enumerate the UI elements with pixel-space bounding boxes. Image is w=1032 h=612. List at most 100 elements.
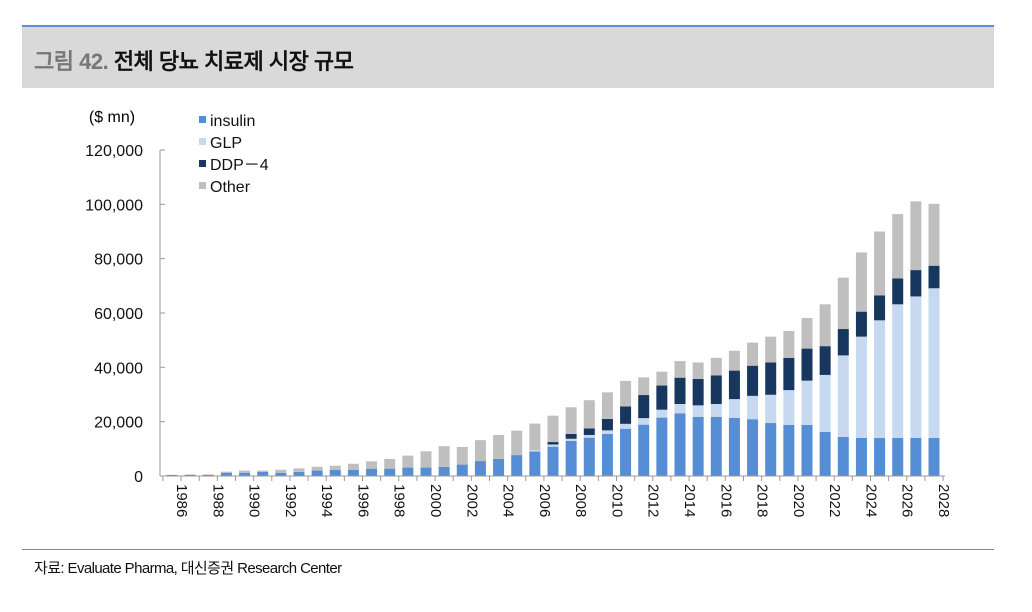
bar-segment-insulin [220, 472, 232, 476]
bar-segment-glp [583, 434, 595, 438]
bar-segment-other [329, 465, 341, 470]
bar-segment-glp [892, 304, 904, 438]
bar-segment-other [184, 474, 196, 475]
bar-segment-glp [837, 355, 849, 437]
bar-segment-other [819, 304, 831, 347]
bar-segment-insulin [747, 419, 759, 476]
x-tick-label: 2006 [536, 484, 553, 517]
x-tick-label: 2026 [899, 484, 916, 517]
bar-segment-other [747, 342, 759, 366]
x-tick-label: 2020 [790, 484, 807, 517]
bar-segment-glp [855, 336, 867, 438]
bar-segment-ddp4 [674, 377, 686, 405]
y-tick-label: 40,000 [94, 360, 143, 377]
bar-segment-insulin [728, 417, 740, 476]
x-tick-label: 1990 [246, 484, 263, 517]
x-tick-label: 2004 [500, 484, 517, 517]
figure-title-text: 전체 당뇨 치료제 시장 규모 [113, 49, 354, 74]
bar-segment-glp [656, 409, 668, 418]
bar-segment-insulin [275, 472, 287, 476]
legend-label: GLP [210, 135, 242, 152]
bar-segment-ddp4 [620, 406, 632, 424]
legend-label: insulin [210, 113, 255, 130]
bar-segment-glp [910, 296, 922, 438]
bar-segment-other [638, 377, 650, 396]
bar-segment-insulin [855, 437, 867, 476]
bar-segment-insulin [311, 470, 323, 476]
x-tick-label: 1994 [318, 484, 335, 517]
bar-segment-other [783, 330, 795, 358]
bar-segment-other [728, 350, 740, 371]
bar-segment-other [892, 214, 904, 279]
bar-segment-glp [547, 444, 559, 447]
bar-segment-insulin [366, 468, 378, 476]
legend-swatch [199, 182, 206, 189]
title-top-rule [22, 25, 994, 27]
y-axis: 0 20,000 40,000 60,000 80,000 100,000 120,000 [85, 143, 165, 486]
bar-segment-glp [710, 404, 722, 417]
bar-segment-glp [819, 374, 831, 432]
bar-segment-insulin [402, 467, 414, 476]
bar-segment-ddp4 [728, 370, 740, 400]
source-note: 자료: Evaluate Pharma, 대신증권 Research Cente… [34, 560, 342, 577]
bar-segment-other [202, 474, 214, 475]
bar-segment-glp [620, 423, 632, 429]
bar-segment-other [765, 336, 777, 363]
bar-segment-glp [747, 395, 759, 420]
bar-segment-insulin [166, 474, 178, 476]
x-tick-label: 1998 [391, 484, 408, 517]
bar-segment-other [583, 400, 595, 429]
bar-segment-glp [529, 450, 541, 452]
bar-segment-ddp4 [783, 357, 795, 391]
bar-segment-ddp4 [910, 270, 922, 297]
x-tick-label: 2014 [681, 484, 698, 517]
x-tick-label: 2018 [754, 484, 771, 517]
bar-segment-glp [692, 405, 704, 417]
bar-segment-other [384, 458, 396, 469]
bar-segment-ddp4 [692, 379, 704, 406]
bar-segment-insulin [384, 468, 396, 476]
bar-segment-insulin [239, 472, 251, 476]
unit-label: ($ mn) [89, 109, 135, 126]
legend-label: Other [210, 179, 251, 196]
y-tick-label: 60,000 [94, 306, 143, 323]
bar-segment-ddp4 [601, 418, 613, 431]
bar-segment-other [710, 357, 722, 376]
bar-segment-other [456, 446, 468, 465]
x-tick-label: 2010 [608, 484, 625, 517]
bar-segment-glp [638, 418, 650, 425]
bar-segment-insulin [547, 446, 559, 476]
footer-rule [22, 549, 994, 550]
bar-segment-other [801, 317, 813, 349]
bar-segment-insulin [565, 440, 577, 476]
bar-segment-insulin [202, 474, 214, 476]
bar-segment-ddp4 [928, 265, 940, 289]
y-tick-label: 100,000 [85, 197, 143, 214]
x-tick-label: 1986 [173, 484, 190, 517]
bar-segment-glp [783, 390, 795, 425]
y-tick-label: 0 [134, 469, 143, 486]
bar-segment-ddp4 [855, 311, 867, 337]
bar-segment-insulin [293, 471, 305, 476]
bar-segment-other [402, 455, 414, 468]
bar-segment-other [293, 468, 305, 472]
bar-segment-ddp4 [765, 362, 777, 395]
bar-segment-ddp4 [547, 442, 559, 445]
bar-segment-insulin [783, 424, 795, 476]
bar-segment-insulin [656, 417, 668, 476]
bar-segment-insulin [892, 437, 904, 476]
bar-segment-insulin [420, 467, 432, 476]
bar-segment-insulin [765, 423, 777, 476]
legend-swatch [199, 138, 206, 145]
bar-segment-insulin [184, 474, 196, 476]
bar-segment-other [257, 470, 269, 472]
bar-segment-other [438, 446, 450, 467]
bar-segment-insulin [928, 437, 940, 476]
bar-segment-insulin [819, 431, 831, 476]
y-tick-label: 20,000 [94, 415, 143, 432]
bar-segment-glp [765, 394, 777, 424]
bar-segment-other [474, 440, 486, 462]
bar-segment-insulin [511, 455, 523, 476]
bar-segment-other [493, 434, 505, 459]
